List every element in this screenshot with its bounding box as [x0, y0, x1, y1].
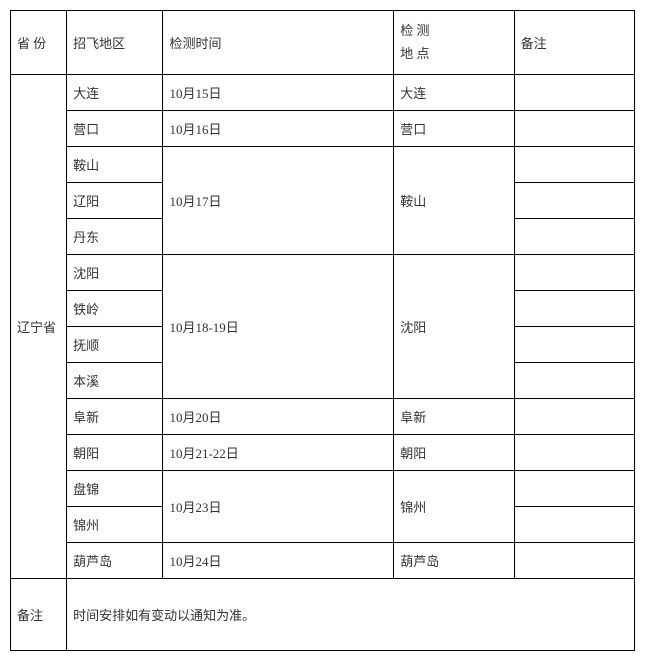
header-location-line1: 检 测: [400, 19, 507, 42]
region-cell: 大连: [67, 74, 163, 110]
header-remark: 备注: [514, 11, 634, 75]
remark-cell: [514, 434, 634, 470]
header-province: 省 份: [11, 11, 67, 75]
remark-cell: [514, 146, 634, 182]
table-row: 葫芦岛10月24日葫芦岛: [11, 542, 635, 578]
region-cell: 阜新: [67, 398, 163, 434]
table-row: 阜新10月20日阜新: [11, 398, 635, 434]
region-cell: 朝阳: [67, 434, 163, 470]
remark-cell: [514, 470, 634, 506]
time-cell: 10月24日: [163, 542, 394, 578]
table-header-row: 省 份 招飞地区 检测时间 检 测 地 点 备注: [11, 11, 635, 75]
header-location: 检 测 地 点: [394, 11, 514, 75]
footer-label: 备注: [11, 578, 67, 650]
remark-cell: [514, 254, 634, 290]
schedule-table: 省 份 招飞地区 检测时间 检 测 地 点 备注 辽宁省大连10月15日大连营口…: [10, 10, 635, 651]
region-cell: 辽阳: [67, 182, 163, 218]
header-region: 招飞地区: [67, 11, 163, 75]
header-location-line2: 地 点: [400, 42, 507, 65]
remark-cell: [514, 290, 634, 326]
region-cell: 抚顺: [67, 326, 163, 362]
region-cell: 葫芦岛: [67, 542, 163, 578]
table-row: 朝阳10月21-22日朝阳: [11, 434, 635, 470]
location-cell: 锦州: [394, 470, 514, 542]
table-row: 鞍山10月17日鞍山: [11, 146, 635, 182]
remark-cell: [514, 182, 634, 218]
region-cell: 鞍山: [67, 146, 163, 182]
region-cell: 丹东: [67, 218, 163, 254]
table-row: 沈阳10月18-19日沈阳: [11, 254, 635, 290]
remark-cell: [514, 506, 634, 542]
time-cell: 10月18-19日: [163, 254, 394, 398]
time-cell: 10月16日: [163, 110, 394, 146]
location-cell: 阜新: [394, 398, 514, 434]
remark-cell: [514, 110, 634, 146]
location-cell: 葫芦岛: [394, 542, 514, 578]
time-cell: 10月17日: [163, 146, 394, 254]
region-cell: 铁岭: [67, 290, 163, 326]
footer-text: 时间安排如有变动以通知为准。: [67, 578, 635, 650]
location-cell: 沈阳: [394, 254, 514, 398]
region-cell: 本溪: [67, 362, 163, 398]
remark-cell: [514, 542, 634, 578]
header-time: 检测时间: [163, 11, 394, 75]
remark-cell: [514, 218, 634, 254]
region-cell: 锦州: [67, 506, 163, 542]
remark-cell: [514, 362, 634, 398]
table-row: 辽宁省大连10月15日大连: [11, 74, 635, 110]
time-cell: 10月20日: [163, 398, 394, 434]
table-row: 营口10月16日营口: [11, 110, 635, 146]
region-cell: 盘锦: [67, 470, 163, 506]
remark-cell: [514, 398, 634, 434]
location-cell: 大连: [394, 74, 514, 110]
location-cell: 营口: [394, 110, 514, 146]
province-cell: 辽宁省: [11, 74, 67, 578]
time-cell: 10月15日: [163, 74, 394, 110]
region-cell: 营口: [67, 110, 163, 146]
table-row: 盘锦10月23日锦州: [11, 470, 635, 506]
region-cell: 沈阳: [67, 254, 163, 290]
remark-cell: [514, 74, 634, 110]
location-cell: 鞍山: [394, 146, 514, 254]
time-cell: 10月23日: [163, 470, 394, 542]
time-cell: 10月21-22日: [163, 434, 394, 470]
remark-cell: [514, 326, 634, 362]
location-cell: 朝阳: [394, 434, 514, 470]
table-footer-row: 备注 时间安排如有变动以通知为准。: [11, 578, 635, 650]
